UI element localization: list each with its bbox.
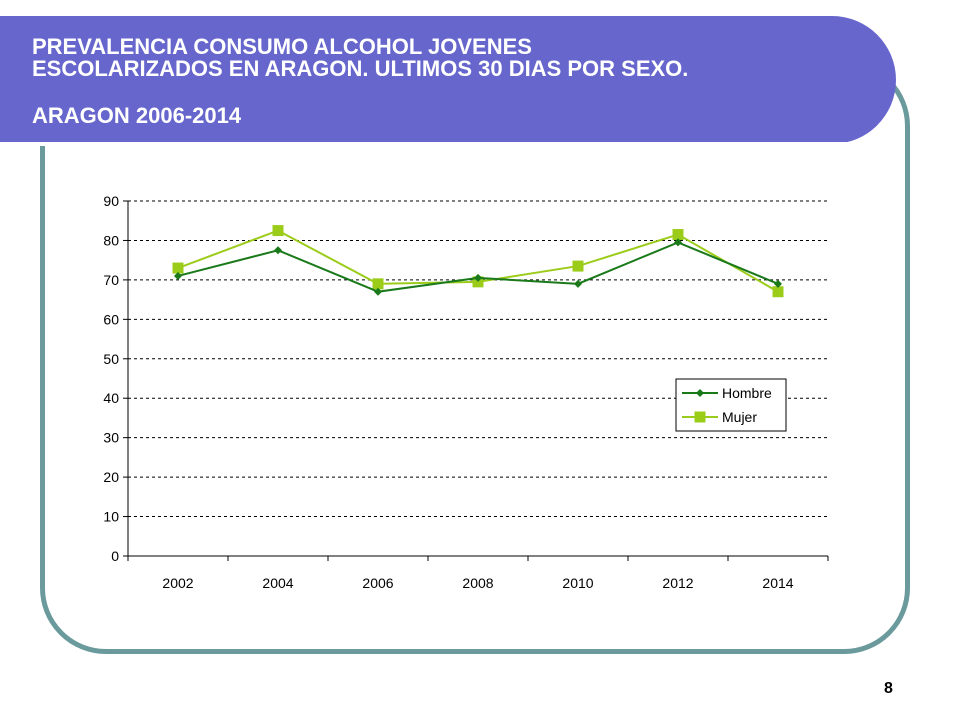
y-tick-label: 80 xyxy=(103,232,119,248)
page-number: 8 xyxy=(884,680,893,697)
legend-marker-hombre xyxy=(696,389,704,397)
data-point-hombre xyxy=(574,279,582,288)
y-tick-label: 20 xyxy=(103,469,119,485)
x-tick-label: 2008 xyxy=(462,575,493,591)
data-point-hombre xyxy=(774,279,782,288)
y-tick-label: 50 xyxy=(103,351,119,367)
data-point-mujer xyxy=(172,262,184,274)
x-tick-label: 2014 xyxy=(762,575,793,591)
x-tick-label: 2012 xyxy=(662,575,693,591)
y-tick-label: 60 xyxy=(103,311,119,327)
series-hombre xyxy=(174,238,782,296)
data-point-mujer xyxy=(272,225,284,237)
legend-label-mujer: Mujer xyxy=(722,409,757,425)
data-point-hombre xyxy=(674,238,682,247)
data-point-mujer xyxy=(372,278,384,290)
data-point-hombre xyxy=(274,246,282,255)
data-point-mujer xyxy=(772,286,784,298)
data-point-mujer xyxy=(672,229,684,241)
x-tick-label: 2006 xyxy=(362,575,393,591)
legend-box xyxy=(675,378,787,432)
slide-title: PREVALENCIA CONSUMO ALCOHOL JOVENES ESCO… xyxy=(32,34,689,81)
legend: Hombre Mujer xyxy=(675,378,787,432)
y-tick-label: 40 xyxy=(103,390,119,406)
y-tick-label: 0 xyxy=(111,548,119,564)
slide-subtitle: ARAGON 2006-2014 xyxy=(32,103,242,128)
series-layer xyxy=(172,225,784,298)
legend-label-hombre: Hombre xyxy=(722,385,772,401)
y-tick-label: 10 xyxy=(103,509,119,525)
gridlines xyxy=(128,200,828,518)
data-point-mujer xyxy=(572,260,584,272)
legend-item-hombre: Hombre xyxy=(682,385,772,401)
y-tick-label: 70 xyxy=(103,272,119,288)
title-underline xyxy=(0,142,848,146)
title-banner: PREVALENCIA CONSUMO ALCOHOL JOVENES ESCO… xyxy=(0,16,896,146)
y-tick-label: 30 xyxy=(103,430,119,446)
data-point-hombre xyxy=(474,273,482,282)
legend-item-mujer: Mujer xyxy=(682,409,757,425)
x-tick-label: 2004 xyxy=(262,575,293,591)
x-tick-label: 2002 xyxy=(162,575,193,591)
series-mujer xyxy=(172,225,784,298)
y-tick-label: 90 xyxy=(103,193,119,209)
data-point-hombre xyxy=(174,271,182,280)
axes: 0 10 20 30 40 50 60 70 80 90 2002 2004 2006 2008 2010 2… xyxy=(103,193,829,591)
x-tick-label: 2010 xyxy=(562,575,593,591)
data-point-hombre xyxy=(374,287,382,296)
legend-marker-mujer xyxy=(694,411,706,423)
